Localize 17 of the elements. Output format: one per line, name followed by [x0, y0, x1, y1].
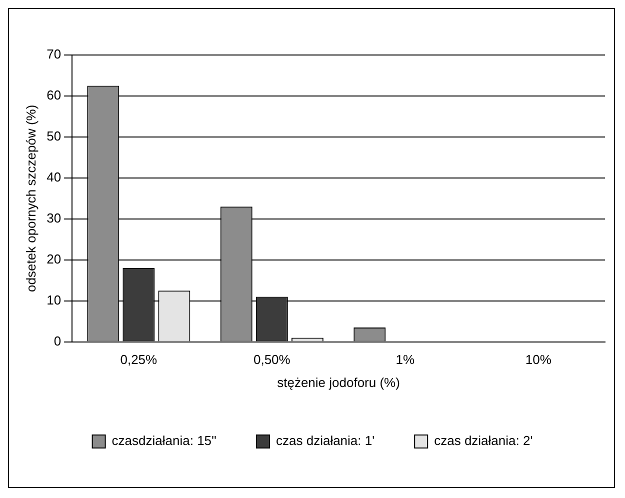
legend-label: czas działania: 1'	[276, 433, 375, 448]
x-axis-title: stężenie jodoforu (%)	[277, 374, 400, 390]
y-tick-label: 50	[46, 128, 62, 144]
x-tick-label: 0,25%	[120, 352, 158, 368]
y-tick-label: 30	[46, 210, 62, 226]
y-tick-label: 10	[46, 292, 62, 308]
x-tick-label: 1%	[396, 352, 415, 368]
y-axis-title: odsetek opornych szczepów (%)	[23, 104, 38, 292]
y-tick-label: 0	[54, 333, 62, 348]
x-tick-label: 10%	[525, 352, 552, 368]
y-tick-label: 60	[46, 88, 62, 103]
legend-label: czas działania: 2'	[434, 433, 533, 448]
legend-label: czasdziałania: 15''	[112, 433, 217, 448]
y-tick-label: 70	[46, 46, 62, 62]
x-tick-label: 0,50%	[253, 352, 291, 368]
y-tick-label: 20	[46, 251, 62, 266]
y-tick-label: 40	[46, 169, 62, 184]
